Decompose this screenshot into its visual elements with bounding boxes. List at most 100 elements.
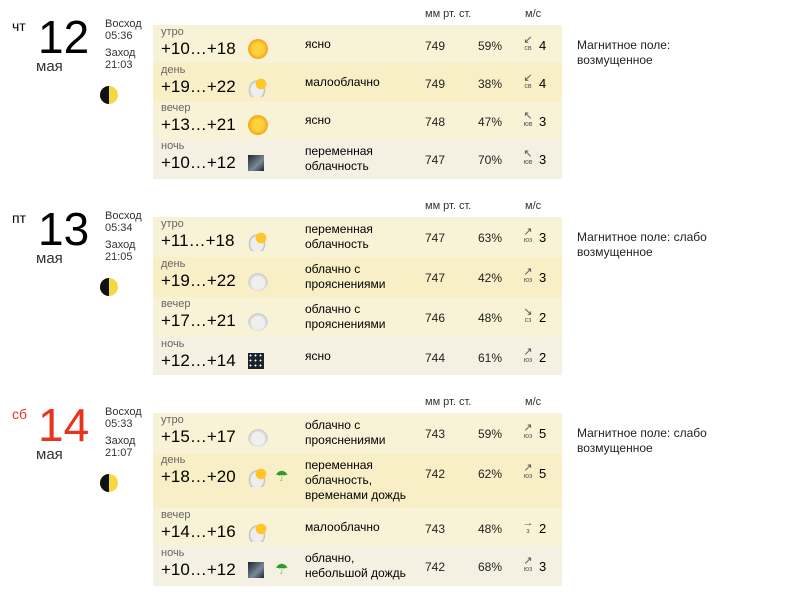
humidity: 70% bbox=[478, 153, 503, 167]
sunset-label: Заход bbox=[105, 239, 136, 251]
condition: ясно bbox=[305, 348, 331, 363]
cloud-sun-icon bbox=[248, 522, 268, 542]
column-headers: мм рт. ст. м/с bbox=[425, 396, 541, 408]
day-part: вечер bbox=[161, 509, 191, 521]
humidity: 42% bbox=[478, 271, 503, 285]
cloud-sun-icon bbox=[248, 231, 268, 251]
sunset-label: Заход bbox=[105, 47, 136, 59]
condition: облачно с прояснениями bbox=[305, 418, 386, 447]
moon-phase-icon bbox=[100, 278, 118, 296]
sun-icon bbox=[248, 115, 268, 135]
wind-speed: 2 bbox=[539, 310, 547, 325]
wind-speed: 5 bbox=[539, 426, 547, 441]
wind-speed: 3 bbox=[539, 230, 547, 245]
humidity: 59% bbox=[478, 427, 503, 441]
cloud-icon bbox=[248, 311, 268, 331]
wind-direction-icon: → з bbox=[522, 517, 534, 536]
table-row: вечер +13…+21 ясно 748 47% ↖ юв 3 bbox=[153, 101, 562, 139]
humidity: 68% bbox=[478, 560, 503, 574]
table-row: утро +10…+18 ясно 749 59% ↙ св 4 bbox=[153, 25, 562, 63]
humidity: 61% bbox=[478, 351, 503, 365]
pressure: 747 bbox=[425, 231, 446, 245]
wind-direction-icon: ↗ юз bbox=[523, 266, 533, 285]
condition: ясно bbox=[305, 36, 331, 51]
sunrise-time: 05:33 bbox=[105, 418, 133, 430]
cloud-icon bbox=[248, 427, 268, 447]
temperature: +15…+17 bbox=[161, 427, 236, 446]
wind-direction-icon: ↖ юв bbox=[523, 110, 533, 129]
forecast-table: утро +15…+17 облачно с прояснениями 743 … bbox=[153, 413, 562, 586]
humidity: 48% bbox=[478, 311, 503, 325]
condition: переменная облачность, временами дождь bbox=[305, 458, 407, 502]
moon-phase-icon bbox=[100, 474, 118, 492]
table-row: день +19…+22 малооблачно 749 38% ↙ св 4 bbox=[153, 63, 562, 101]
day-part: вечер bbox=[161, 102, 191, 114]
temperature: +12…+14 bbox=[161, 351, 236, 370]
pressure-header: мм рт. ст. bbox=[425, 200, 472, 212]
night-cloudy-icon bbox=[248, 562, 264, 578]
weekday: пт bbox=[12, 210, 26, 226]
wind-speed: 4 bbox=[539, 76, 547, 91]
pressure: 747 bbox=[425, 271, 446, 285]
wind-header: м/с bbox=[525, 396, 542, 408]
temperature: +10…+12 bbox=[161, 560, 236, 579]
weekday: сб bbox=[12, 406, 28, 422]
condition: переменная облачность bbox=[305, 222, 373, 251]
table-row: день +18…+20 ☂ переменная облачность, вр… bbox=[153, 453, 562, 508]
sunrise-label: Восход bbox=[105, 406, 142, 418]
day-part: утро bbox=[161, 218, 184, 230]
wind-speed: 3 bbox=[539, 559, 547, 574]
wind-header: м/с bbox=[525, 8, 542, 20]
temperature: +19…+22 bbox=[161, 271, 236, 290]
day-part: ночь bbox=[161, 547, 185, 559]
forecast-table: утро +11…+18 переменная облачность 747 6… bbox=[153, 217, 562, 375]
magnetic-field: Магнитное поле: слабо возмущенное bbox=[577, 230, 707, 259]
sun-times: Восход 05:33 Заход 21:07 bbox=[105, 406, 142, 459]
temperature: +17…+21 bbox=[161, 311, 236, 330]
moon-phase-icon bbox=[100, 86, 118, 104]
month: мая bbox=[36, 58, 63, 75]
humidity: 38% bbox=[478, 77, 503, 91]
magnetic-field: Магнитное поле: слабо возмущенное bbox=[577, 426, 707, 455]
forecast-table: утро +10…+18 ясно 749 59% ↙ св 4 день +19… bbox=[153, 25, 562, 179]
table-row: ночь +12…+14 ясно 744 61% ↗ юз 2 bbox=[153, 337, 562, 375]
day-number: 13 bbox=[38, 203, 90, 255]
wind-direction-icon: ↙ св bbox=[523, 34, 533, 53]
humidity: 59% bbox=[478, 39, 503, 53]
wind-direction-icon: ↘ сз bbox=[523, 306, 533, 325]
wind-speed: 3 bbox=[539, 152, 547, 167]
month: мая bbox=[36, 446, 63, 463]
condition: малооблачно bbox=[305, 74, 380, 89]
day-number: 12 bbox=[38, 11, 90, 63]
umbrella-icon: ☂ bbox=[275, 561, 289, 578]
month: мая bbox=[36, 250, 63, 267]
wind-direction-icon: ↗ юз bbox=[523, 555, 533, 574]
condition: малооблачно bbox=[305, 519, 380, 534]
sunrise-time: 05:36 bbox=[105, 30, 133, 42]
cloud-sun-icon bbox=[248, 77, 268, 97]
day-number: 14 bbox=[38, 399, 90, 451]
wind-speed: 4 bbox=[539, 38, 547, 53]
pressure: 743 bbox=[425, 522, 446, 536]
sunset-time: 21:07 bbox=[105, 447, 133, 459]
pressure: 749 bbox=[425, 77, 446, 91]
day-part: вечер bbox=[161, 298, 191, 310]
pressure: 742 bbox=[425, 560, 446, 574]
day-part: утро bbox=[161, 26, 184, 38]
wind-speed: 5 bbox=[539, 466, 547, 481]
wind-header: м/с bbox=[525, 200, 542, 212]
table-row: утро +15…+17 облачно с прояснениями 743 … bbox=[153, 413, 562, 453]
pressure: 742 bbox=[425, 467, 446, 481]
wind-direction-icon: ↙ св bbox=[523, 72, 533, 91]
table-row: утро +11…+18 переменная облачность 747 6… bbox=[153, 217, 562, 257]
sunrise-time: 05:34 bbox=[105, 222, 133, 234]
temperature: +10…+18 bbox=[161, 39, 236, 58]
wind-direction-icon: ↗ юз bbox=[523, 226, 533, 245]
table-row: вечер +17…+21 облачно с прояснениями 746… bbox=[153, 297, 562, 337]
condition: ясно bbox=[305, 112, 331, 127]
table-row: вечер +14…+16 малооблачно 743 48% → з 2 bbox=[153, 508, 562, 546]
wind-speed: 2 bbox=[539, 350, 547, 365]
sunset-time: 21:03 bbox=[105, 59, 133, 71]
sunset-label: Заход bbox=[105, 435, 136, 447]
humidity: 62% bbox=[478, 467, 503, 481]
